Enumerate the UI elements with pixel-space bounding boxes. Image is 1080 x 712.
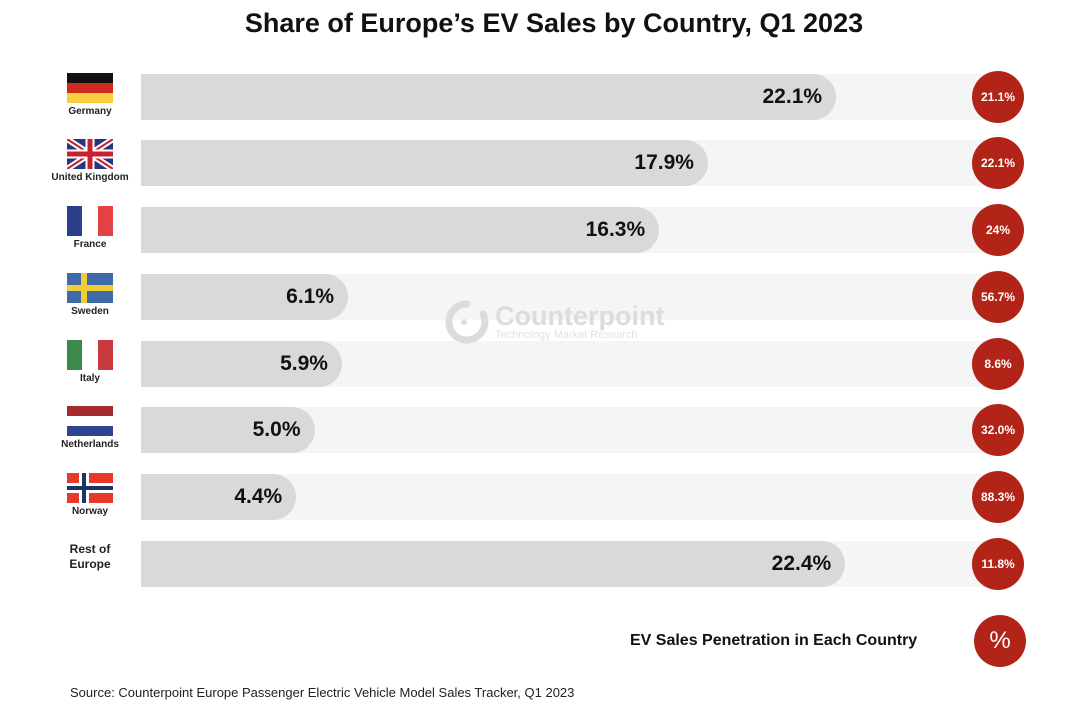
country-name: Netherlands bbox=[61, 439, 119, 450]
country-name: Italy bbox=[79, 373, 100, 384]
chart-row: United Kingdom 17.9% 22.1% bbox=[0, 137, 1080, 189]
share-value-label: 22.1% bbox=[762, 85, 823, 108]
share-value-label: 16.3% bbox=[585, 218, 646, 241]
chart-row: Netherlands 5.0% 32.0% bbox=[0, 404, 1080, 456]
penetration-badge: 21.1% bbox=[972, 71, 1024, 123]
watermark-brand: Counterpoint bbox=[495, 301, 665, 331]
share-bar bbox=[141, 541, 846, 587]
italy-flag-icon bbox=[67, 340, 113, 370]
counterpoint-logo-icon bbox=[445, 300, 489, 344]
chart-title: Share of Europe’s EV Sales by Country, Q… bbox=[244, 8, 864, 38]
country-label-group: Italy bbox=[55, 338, 125, 390]
uk-flag-icon bbox=[67, 139, 113, 169]
legend-symbol: % bbox=[974, 615, 1026, 667]
share-value-label: 6.1% bbox=[286, 285, 335, 308]
country-label-group: Rest of Europe bbox=[55, 538, 125, 590]
share-bar bbox=[141, 140, 708, 186]
share-bar bbox=[141, 341, 342, 387]
country-name: United Kingdom bbox=[51, 172, 129, 183]
share-value-label: 5.0% bbox=[252, 418, 301, 441]
country-label-group: United Kingdom bbox=[51, 137, 129, 189]
penetration-badge: 88.3% bbox=[972, 471, 1024, 523]
sweden-flag-icon bbox=[67, 273, 113, 303]
norway-flag-icon bbox=[67, 473, 113, 503]
country-name: Rest of Europe bbox=[69, 542, 111, 571]
chart-row: Italy 5.9% 8.6% bbox=[0, 338, 1080, 390]
penetration-badge: 8.6% bbox=[972, 338, 1024, 390]
legend-label: EV Sales Penetration in Each Country bbox=[630, 632, 918, 649]
country-label-group: Sweden bbox=[55, 271, 125, 323]
country-label-group: France bbox=[55, 204, 125, 256]
counterpoint-watermark: Counterpoint Technology Market Research bbox=[445, 300, 664, 344]
chart-row: France 16.3% 24% bbox=[0, 204, 1080, 256]
watermark-tagline: Technology Market Research bbox=[495, 329, 638, 341]
share-bar bbox=[141, 274, 349, 320]
chart-row: Rest of Europe 22.4% 11.8% bbox=[0, 538, 1080, 590]
penetration-badge: 24% bbox=[972, 204, 1024, 256]
share-value-label: 22.4% bbox=[771, 552, 832, 575]
france-flag-icon bbox=[67, 206, 113, 236]
share-value-label: 4.4% bbox=[234, 485, 283, 508]
country-name: France bbox=[73, 239, 107, 250]
share-bar bbox=[141, 74, 837, 120]
country-name: Sweden bbox=[71, 306, 109, 317]
country-label-group: Netherlands bbox=[55, 404, 125, 456]
share-bar bbox=[141, 474, 297, 520]
country-label-group: Norway bbox=[55, 471, 125, 523]
share-value-label: 17.9% bbox=[634, 151, 694, 174]
country-label-group: Germany bbox=[55, 71, 125, 123]
country-name: Norway bbox=[71, 506, 109, 517]
netherlands-flag-icon bbox=[67, 406, 113, 436]
share-value-label: 5.9% bbox=[280, 352, 328, 375]
country-name: Germany bbox=[68, 106, 112, 117]
chart-row: Norway 4.4% 88.3% bbox=[0, 471, 1080, 523]
germany-flag-icon bbox=[67, 73, 113, 103]
penetration-badge: 56.7% bbox=[972, 271, 1024, 323]
chart-row: Germany 22.1% 21.1% bbox=[0, 71, 1080, 123]
share-bar bbox=[141, 207, 660, 253]
share-bar bbox=[141, 407, 315, 453]
penetration-badge: 11.8% bbox=[972, 538, 1024, 590]
penetration-badge: 22.1% bbox=[972, 137, 1024, 189]
penetration-badge: 32.0% bbox=[972, 404, 1024, 456]
chart-row: Sweden 6.1% 56.7% bbox=[0, 271, 1080, 323]
source-note: Source: Counterpoint Europe Passenger El… bbox=[70, 685, 575, 700]
